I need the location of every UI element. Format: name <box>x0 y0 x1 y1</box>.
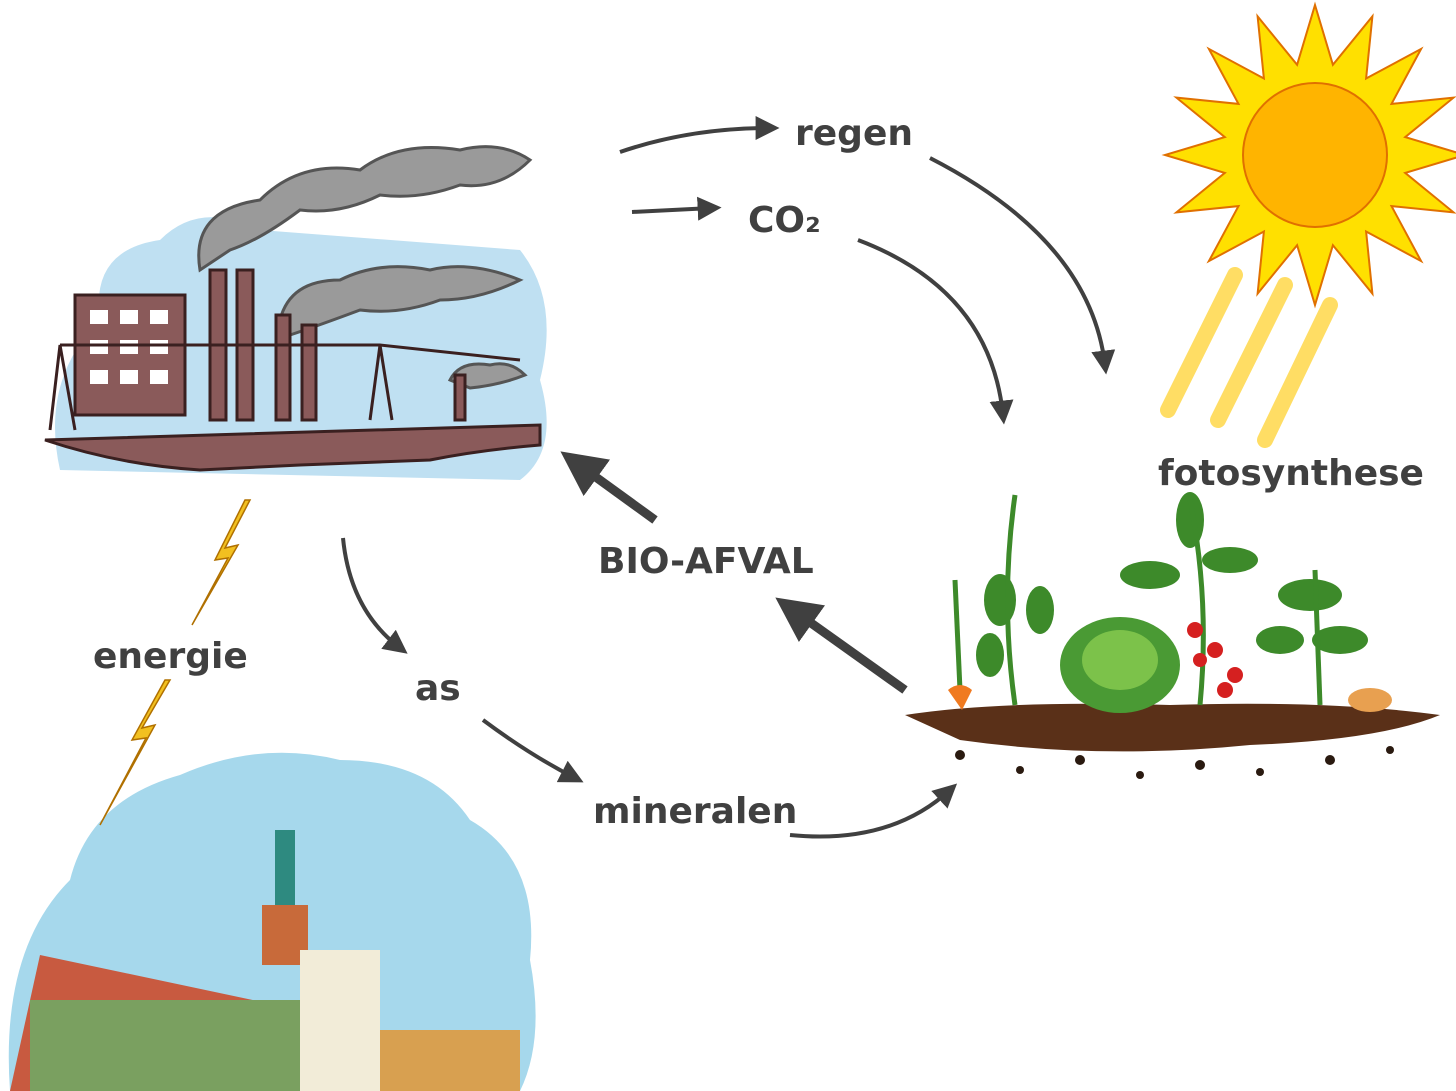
label-as: as <box>415 668 461 709</box>
label-fotosynthese: fotosynthese <box>1158 453 1424 494</box>
factory-illustration <box>45 147 547 480</box>
arrow <box>620 128 770 152</box>
arrow <box>343 538 400 648</box>
plants-illustration <box>905 492 1440 779</box>
sun-illustration <box>1165 5 1456 440</box>
town-illustration <box>9 753 536 1091</box>
arrow <box>483 720 575 778</box>
label-co2: CO₂ <box>748 200 821 241</box>
label-mineralen: mineralen <box>593 791 797 832</box>
arrow <box>930 158 1105 365</box>
diagram: regen CO₂ fotosynthese BIO-AFVAL energie… <box>0 0 1456 1091</box>
arrow <box>790 790 950 837</box>
arrow <box>575 462 655 520</box>
label-regen: regen <box>795 113 913 154</box>
label-bio-afval: BIO-AFVAL <box>598 541 814 582</box>
arrow <box>632 208 712 212</box>
arrow <box>858 240 1003 415</box>
label-energie: energie <box>93 636 248 677</box>
arrow <box>790 608 905 690</box>
